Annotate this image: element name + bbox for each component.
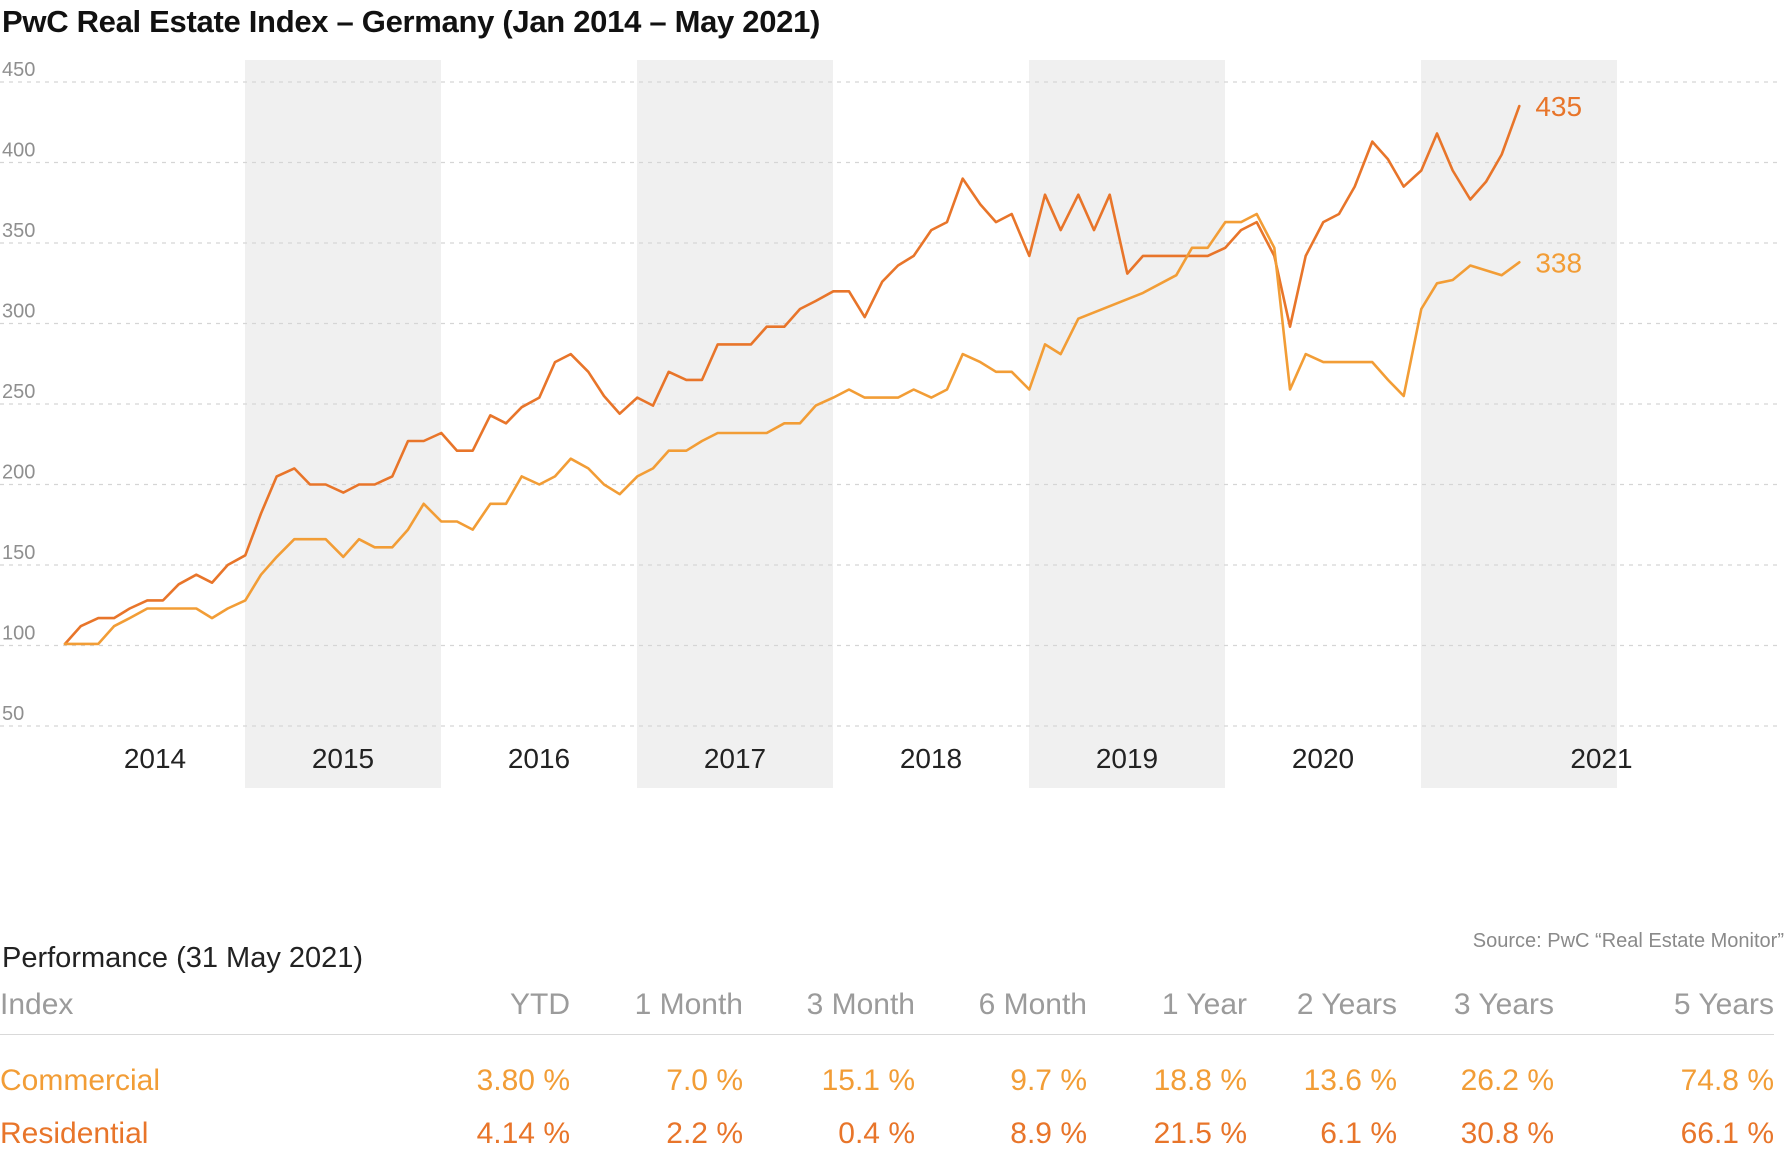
- table-cell: 3.80 %: [476, 1064, 570, 1097]
- col-header-ytd: YTD: [510, 988, 570, 1021]
- table-cell: 30.8 %: [1460, 1117, 1554, 1150]
- table-cell: 8.9 %: [1010, 1117, 1087, 1150]
- year-band-2019: [1029, 60, 1225, 788]
- y-tick-label: 50: [2, 703, 24, 725]
- col-header-6-month: 6 Month: [978, 988, 1087, 1021]
- x-year-label: 2018: [900, 743, 962, 774]
- row-label: Commercial: [0, 1064, 161, 1097]
- y-tick-label: 250: [2, 381, 35, 403]
- y-tick-label: 200: [2, 462, 35, 484]
- performance-title: Performance (31 May 2021): [2, 942, 364, 974]
- table-cell: 4.14 %: [476, 1117, 570, 1150]
- x-year-label: 2019: [1096, 743, 1158, 774]
- x-year-label: 2017: [704, 743, 766, 774]
- x-year-label: 2015: [312, 743, 374, 774]
- table-cell: 74.8 %: [1680, 1064, 1774, 1097]
- line-chart: 50 100 150 200 250 300 350 400 450 2014 2015 2016 20…: [0, 59, 1782, 788]
- y-tick-label: 100: [2, 623, 35, 645]
- performance-table: Index YTD 1 Month 3 Month 6 Month 1 Year…: [0, 988, 1774, 1151]
- chart-title: PwC Real Estate Index – Germany (Jan 201…: [2, 4, 821, 39]
- table-cell: 15.1 %: [821, 1064, 915, 1097]
- table-cell: 7.0 %: [666, 1064, 743, 1097]
- source-note: Source: PwC “Real Estate Monitor”: [1472, 930, 1784, 952]
- y-tick-label: 450: [2, 59, 35, 81]
- col-header-1-year: 1 Year: [1161, 988, 1247, 1021]
- table-cell: 9.7 %: [1010, 1064, 1087, 1097]
- table-row-residential: Residential 4.14 % 2.2 % 0.4 % 8.9 % 21.…: [0, 1098, 1774, 1151]
- y-tick-label: 150: [2, 542, 35, 564]
- table-cell: 0.4 %: [838, 1117, 915, 1150]
- table-cell: 21.5 %: [1153, 1117, 1247, 1150]
- x-year-label: 2021: [1570, 743, 1632, 774]
- y-tick-label: 300: [2, 301, 35, 323]
- col-header-3-years: 3 Years: [1453, 988, 1554, 1021]
- table-cell: 26.2 %: [1460, 1064, 1554, 1097]
- year-band-2015: [245, 60, 441, 788]
- y-tick-label: 400: [2, 140, 35, 162]
- x-year-label: 2014: [124, 743, 186, 774]
- col-header-5-years: 5 Years: [1673, 988, 1774, 1021]
- table-row-commercial: Commercial 3.80 % 7.0 % 15.1 % 9.7 % 18.…: [0, 1035, 1774, 1099]
- table-cell: 66.1 %: [1680, 1117, 1774, 1150]
- col-header-1-month: 1 Month: [634, 988, 743, 1021]
- table-cell: 13.6 %: [1303, 1064, 1397, 1097]
- x-year-label: 2016: [508, 743, 570, 774]
- table-cell: 2.2 %: [666, 1117, 743, 1150]
- col-header-2-years: 2 Years: [1296, 988, 1397, 1021]
- table-cell: 6.1 %: [1320, 1117, 1397, 1150]
- table-cell: 18.8 %: [1153, 1064, 1247, 1097]
- col-header-index: Index: [0, 988, 74, 1021]
- col-header-3-month: 3 Month: [806, 988, 915, 1021]
- end-value-label-commercial: 338: [1535, 247, 1582, 278]
- end-value-label-residential: 435: [1535, 91, 1582, 122]
- y-tick-label: 350: [2, 220, 35, 242]
- x-year-label: 2020: [1292, 743, 1354, 774]
- row-label: Residential: [0, 1117, 149, 1150]
- series-line-commercial: [63, 212, 1521, 646]
- year-band-2017: [637, 60, 833, 788]
- year-band-2021: [1421, 60, 1617, 788]
- performance-header-row: Index YTD 1 Month 3 Month 6 Month 1 Year…: [0, 988, 1774, 1035]
